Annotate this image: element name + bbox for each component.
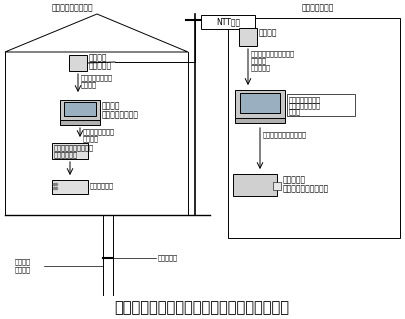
Text: （処理データの出力）: （処理データの出力） [283, 184, 329, 194]
Text: （モデム）: （モデム） [89, 62, 112, 70]
Bar [201, 15, 255, 29]
Text: ・データ送受信制御プロ: ・データ送受信制御プロ [251, 51, 295, 57]
Bar [52, 180, 88, 194]
Text: 通信装置: 通信装置 [89, 54, 107, 63]
Text: 間隙水圧計: 間隙水圧計 [158, 255, 178, 261]
Text: 磁歪式沈下計: 磁歪式沈下計 [90, 183, 114, 189]
Text: 図１　新しい地盤沈下観測システムの概念図: 図１ 新しい地盤沈下観測システムの概念図 [115, 300, 290, 315]
Text: ワイヤー: ワイヤー [15, 267, 31, 273]
Bar [273, 182, 281, 190]
Text: 観測井のパソコン: 観測井のパソコン [289, 97, 321, 103]
Text: グラム: グラム [251, 58, 267, 64]
Bar [52, 143, 88, 159]
Text: パソコン: パソコン [102, 101, 121, 110]
Bar [60, 100, 100, 122]
Text: グラム: グラム [83, 136, 99, 142]
Bar [240, 93, 280, 113]
Text: 沈下計用: 沈下計用 [15, 259, 31, 265]
Bar [235, 118, 285, 123]
Text: の処理: の処理 [289, 109, 301, 115]
Text: ・データ入力プロ: ・データ入力プロ [83, 129, 115, 135]
Text: 佐賀・有明東小学校: 佐賀・有明東小学校 [51, 4, 93, 12]
Text: （データの保管）: （データの保管） [102, 110, 139, 120]
Text: NTT回線: NTT回線 [216, 18, 240, 26]
Text: パソコン: パソコン [251, 65, 271, 71]
Bar [69, 55, 87, 71]
Bar [60, 120, 100, 125]
Text: ・データ送信プロ: ・データ送信プロ [81, 75, 113, 81]
Text: ・データ処理プログラム: ・データ処理プログラム [263, 132, 307, 138]
Text: による制御データ: による制御データ [289, 103, 321, 109]
Text: 通信装置: 通信装置 [259, 28, 277, 38]
Bar [287, 94, 355, 116]
Bar [235, 90, 285, 120]
Text: ロガー（パソコンへの: ロガー（パソコンへの [54, 145, 94, 151]
Bar [233, 174, 277, 196]
Text: グラム: グラム [81, 82, 97, 88]
Bar [64, 102, 96, 116]
Text: 国立環境研究所: 国立環境研究所 [302, 4, 334, 12]
Bar [239, 28, 257, 46]
Text: プリンター: プリンター [283, 175, 306, 184]
Text: 出力装置）: 出力装置） [54, 152, 78, 158]
